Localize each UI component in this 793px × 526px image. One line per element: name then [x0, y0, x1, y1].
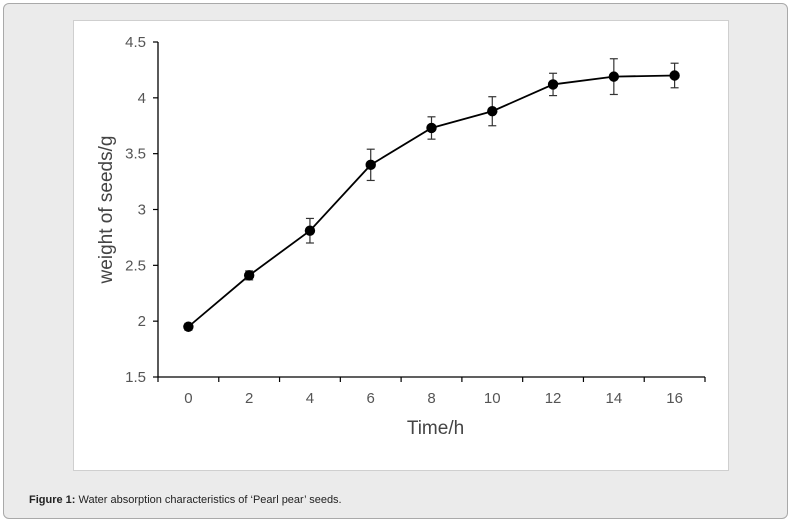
x-tick-label: 4	[306, 390, 314, 407]
y-tick-label: 3.5	[125, 146, 146, 163]
data-point	[608, 71, 620, 82]
data-point	[547, 79, 559, 90]
x-tick-label: 6	[367, 390, 375, 407]
y-tick-label: 4	[138, 90, 146, 107]
y-tick-label: 3	[138, 202, 146, 219]
data-point	[426, 122, 437, 134]
y-tick-label: 4.5	[125, 34, 146, 51]
x-tick-label: 2	[245, 390, 253, 407]
caption-text: Water absorption characteristics of ‘Pea…	[78, 494, 342, 506]
x-tick-label: 10	[484, 390, 501, 407]
figure-frame: Figure 1: Water absorption characteristi…	[3, 3, 788, 519]
x-tick-label: 14	[605, 390, 622, 407]
series-line	[187, 74, 675, 328]
y-tick-label: 2.5	[125, 257, 146, 274]
figure-caption: Figure 1: Water absorption characteristi…	[29, 494, 342, 506]
x-tick-label: 16	[666, 390, 683, 407]
y-axis-title: weight of seeds/g	[96, 136, 117, 285]
data-point	[183, 321, 194, 332]
y-tick-label: 1.5	[125, 369, 146, 386]
x-axis-title: Time/h	[407, 418, 464, 439]
x-tick-label: 0	[184, 390, 192, 407]
data-point	[243, 270, 255, 281]
data-point	[304, 225, 316, 236]
x-tick-label: 8	[427, 390, 435, 407]
plot-panel	[73, 20, 729, 471]
y-tick-label: 2	[138, 313, 146, 330]
caption-label: Figure 1:	[29, 494, 76, 506]
x-tick-label: 12	[545, 390, 562, 407]
data-point	[487, 106, 498, 117]
data-point	[365, 159, 376, 171]
data-point	[669, 70, 680, 81]
